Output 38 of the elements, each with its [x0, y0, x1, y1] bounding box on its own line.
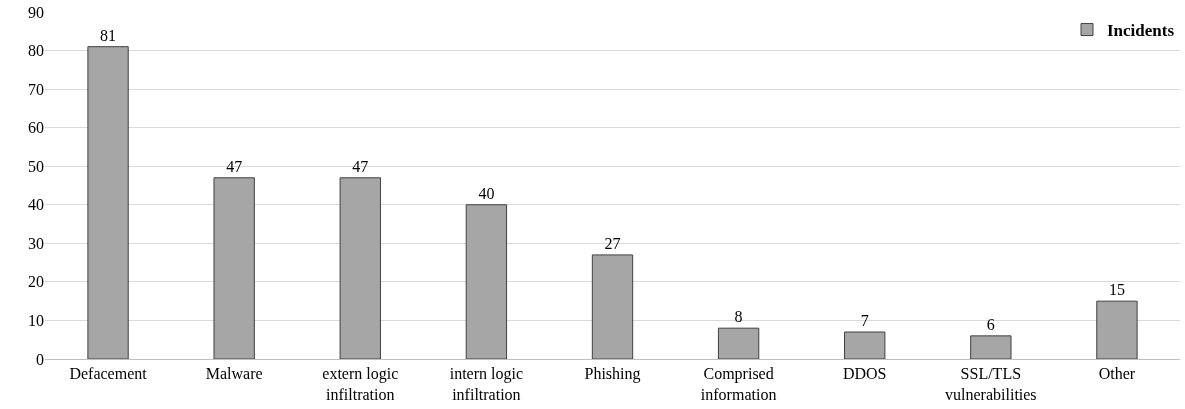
bar: [339, 177, 381, 359]
data-label: 8: [734, 308, 743, 326]
data-label: 47: [226, 157, 243, 175]
y-tick-label: 80: [28, 42, 44, 60]
y-tick-label: 70: [28, 80, 44, 98]
x-tick-label: extern logic infiltration: [322, 365, 399, 403]
data-label: 27: [604, 234, 621, 252]
bar: [717, 327, 760, 359]
x-tick-label: Defacement: [69, 365, 148, 383]
bar: [213, 177, 255, 359]
y-tick-label: 50: [28, 157, 44, 175]
x-tick-label: SSL/TLS vulnerabilities: [945, 365, 1037, 403]
bar: [465, 204, 508, 359]
data-label: 7: [860, 312, 869, 330]
bar: [1096, 300, 1138, 359]
data-label: 81: [100, 26, 117, 44]
bar: [970, 335, 1012, 359]
y-tick-label: 0: [36, 350, 44, 368]
data-label: 47: [352, 157, 369, 175]
y-tick-label: 40: [28, 196, 44, 214]
data-label: 6: [986, 315, 995, 333]
bar: [87, 46, 129, 359]
x-tick-label: Phishing: [584, 365, 641, 384]
y-tick-label: 90: [28, 3, 44, 21]
x-tick-label: intern logic infiltration: [449, 365, 524, 403]
legend-label: Incidents: [1107, 21, 1175, 41]
x-tick-label: Comprised information: [700, 365, 777, 403]
data-label: 40: [478, 184, 495, 202]
bar: [844, 331, 886, 359]
data-label: 15: [1108, 281, 1125, 299]
x-tick-label: DDOS: [842, 365, 887, 383]
y-tick-label: 30: [28, 234, 44, 252]
y-tick-label: 20: [28, 273, 44, 291]
y-tick-label: 10: [28, 312, 44, 330]
x-tick-label: Other: [1098, 365, 1136, 383]
x-tick-label: Malware: [205, 365, 263, 383]
bar: [591, 254, 634, 359]
y-tick-label: 60: [28, 119, 44, 137]
